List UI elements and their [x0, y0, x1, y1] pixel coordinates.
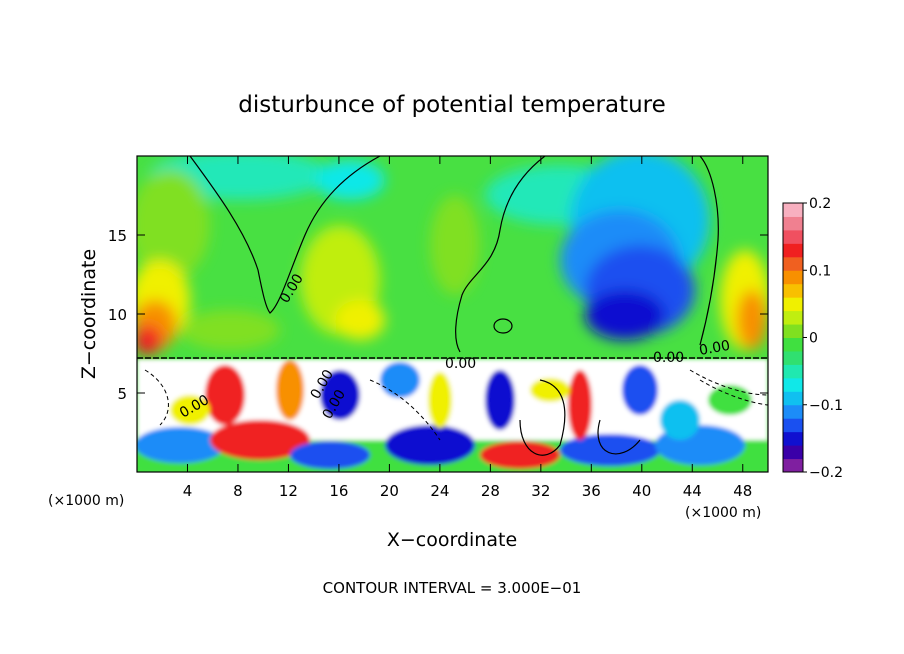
field-blob — [137, 325, 162, 355]
x-tick-label: 4 — [183, 482, 193, 500]
colorbar-segment — [783, 243, 803, 258]
x-tick-label: 16 — [329, 482, 348, 500]
colorbar — [782, 202, 804, 473]
colorbar-segment — [783, 256, 803, 271]
contour-line — [699, 156, 719, 346]
colorbar-segment — [783, 283, 803, 298]
field-blob — [180, 310, 280, 350]
y-tick-label: 15 — [108, 227, 127, 245]
plot-area — [137, 156, 768, 472]
field-blob — [560, 434, 660, 466]
field-blob — [276, 360, 304, 420]
x-tick-label: 44 — [683, 482, 702, 500]
x-tick-label: 24 — [430, 482, 449, 500]
contour-line — [455, 156, 546, 353]
x-unit-left: (×1000 m) — [48, 493, 124, 509]
contour-lines — [189, 156, 719, 456]
field-blob — [137, 170, 210, 280]
colorbar-tick-label: 0 — [809, 331, 818, 347]
upper-field — [137, 156, 768, 355]
colorbar-tick-label: −0.2 — [809, 465, 843, 481]
x-unit-right: (×1000 m) — [685, 505, 761, 521]
field-blob — [290, 441, 370, 469]
x-tick-label: 36 — [582, 482, 601, 500]
contour-line — [493, 318, 513, 334]
x-tick-label: 32 — [531, 482, 550, 500]
x-tick-label: 12 — [279, 482, 298, 500]
y-tick-label: 10 — [108, 306, 127, 324]
colorbar-tick-label: 0.1 — [809, 263, 831, 279]
colorbar-segment — [783, 203, 803, 217]
field-blob — [205, 365, 245, 425]
contour-line — [689, 369, 768, 396]
colorbar-segment — [783, 377, 803, 392]
x-axis-title: X−coordinate — [387, 529, 517, 551]
x-axis: 4 8 12 16 20 24 28 32 36 40 44 48 — [183, 156, 752, 500]
colorbar-segment — [783, 364, 803, 379]
colorbar-tick-label: 0.2 — [809, 196, 831, 212]
colorbar-segment — [783, 337, 803, 352]
chart-title: disturbunce of potential temperature — [238, 92, 666, 118]
field-blob — [622, 365, 658, 415]
field-blob — [137, 427, 225, 463]
colorbar-segment — [783, 431, 803, 446]
contour-line — [519, 379, 566, 456]
field-blob — [708, 385, 752, 415]
y-axis: 5 10 15 — [108, 227, 768, 403]
colorbar-segment — [783, 297, 803, 312]
contour-interval-note: CONTOUR INTERVAL = 3.000E−01 — [323, 579, 582, 597]
x-tick-label: 28 — [481, 482, 500, 500]
x-tick-label: 8 — [233, 482, 243, 500]
contour-label: 0.00 — [445, 356, 476, 372]
contour-line — [699, 379, 768, 406]
field-blob — [480, 441, 560, 469]
colorbar-tick-label: −0.1 — [809, 398, 843, 414]
colorbar-segment — [783, 229, 803, 244]
field-blob — [380, 362, 420, 398]
contour-line — [189, 156, 381, 314]
contour-line — [597, 419, 641, 455]
colorbar-segment — [783, 445, 803, 460]
colorbar-segment — [783, 270, 803, 285]
x-tick-label: 20 — [380, 482, 399, 500]
contour-label: 0.00 — [698, 338, 731, 359]
field-blob — [335, 300, 385, 340]
field-blob — [485, 370, 515, 430]
colorbar-segment — [783, 324, 803, 338]
field-blob — [430, 195, 480, 295]
field-blob — [568, 370, 592, 440]
x-tick-label: 40 — [632, 482, 651, 500]
contour-label: 0.00 — [653, 350, 684, 366]
colorbar-segment — [783, 391, 803, 406]
field-blob — [210, 420, 310, 460]
field-blob — [385, 425, 475, 465]
field-blob — [315, 160, 385, 200]
field-blob — [320, 370, 360, 420]
contour-line — [144, 369, 169, 426]
field-blob — [170, 395, 210, 425]
colorbar-segment — [783, 458, 803, 473]
y-tick-label: 5 — [117, 385, 127, 403]
field-blob — [530, 378, 570, 402]
colorbar-segment — [783, 216, 803, 231]
colorbar-segment — [783, 404, 803, 419]
colorbar-segment — [783, 310, 803, 325]
contour-dashed — [144, 369, 768, 441]
field-blob — [737, 290, 767, 350]
field-blob — [660, 400, 700, 440]
y-axis-title: Z−coordinate — [78, 249, 100, 379]
colorbar-segment — [783, 418, 803, 433]
field-blob — [585, 290, 665, 340]
colorbar-segment — [783, 350, 803, 365]
field-blob — [428, 372, 452, 428]
colorbar-ticks: 0.2 0.1 0 −0.1 −0.2 — [803, 196, 843, 481]
contour-line — [369, 379, 441, 441]
x-tick-label: 48 — [733, 482, 752, 500]
lower-field — [137, 359, 768, 472]
